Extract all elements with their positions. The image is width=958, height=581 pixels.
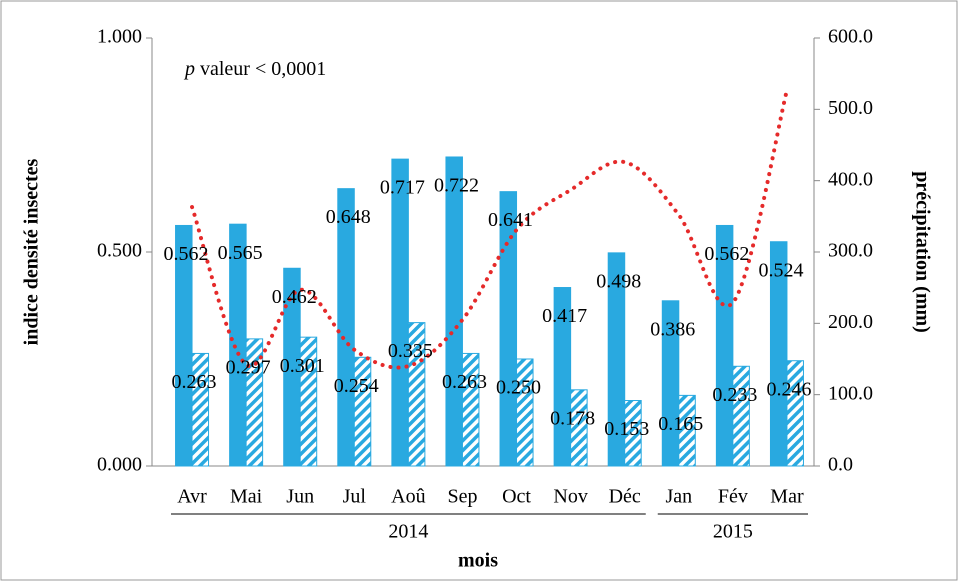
data-label: 0.335 <box>388 340 433 362</box>
x-tick-label: Mai <box>230 486 263 508</box>
bar <box>732 365 750 467</box>
data-label: 0.297 <box>226 356 271 378</box>
data-label: 0.386 <box>650 318 695 340</box>
x-tick-label: Mar <box>770 486 804 508</box>
y2-axis-title: précipitation (mm) <box>911 171 933 333</box>
data-label: 0.165 <box>658 413 703 435</box>
group-label: 2014 <box>388 521 428 543</box>
bar <box>337 188 355 467</box>
bar <box>175 224 193 467</box>
bar <box>607 252 626 467</box>
data-label: 0.301 <box>280 355 325 377</box>
y2-tick-label: 400.0 <box>828 168 873 190</box>
bar <box>445 156 463 467</box>
bar <box>661 300 680 467</box>
data-label: 0.233 <box>712 384 757 406</box>
bar <box>391 158 409 467</box>
data-label: 0.562 <box>704 243 749 265</box>
data-label: 0.178 <box>550 407 595 429</box>
x-tick-label: Sep <box>447 486 477 508</box>
data-label: 0.641 <box>488 209 533 231</box>
bar <box>715 224 734 467</box>
bar <box>624 400 642 467</box>
data-label: 0.246 <box>766 378 811 400</box>
data-label: 0.717 <box>380 177 425 199</box>
bar <box>499 191 518 467</box>
x-tick-label: Fév <box>718 486 748 508</box>
y-tick-label: 1.000 <box>97 26 142 48</box>
y-tick-label: 0.000 <box>97 454 142 476</box>
y-axis-title: indice densité insectes <box>21 158 43 345</box>
bar <box>353 356 372 467</box>
y2-tick-label: 200.0 <box>828 311 873 333</box>
bar <box>516 358 534 467</box>
x-tick-label: Jul <box>343 486 367 508</box>
annotation: p valeur < 0,0001 <box>183 58 326 80</box>
y2-tick-label: 500.0 <box>828 97 873 119</box>
y2-tick-label: 300.0 <box>828 240 873 262</box>
bar <box>786 360 804 467</box>
y2-tick-label: 100.0 <box>828 382 873 404</box>
x-tick-label: Jan <box>665 486 692 508</box>
bar <box>570 389 588 467</box>
x-axis-title: mois <box>458 550 498 572</box>
data-label: 0.524 <box>758 259 803 281</box>
bar <box>461 352 480 467</box>
y2-tick-label: 600.0 <box>828 26 873 48</box>
bar <box>191 352 210 467</box>
data-label: 0.565 <box>218 242 263 264</box>
data-label: 0.498 <box>596 270 641 292</box>
data-label: 0.250 <box>496 377 541 399</box>
data-label: 0.417 <box>542 305 587 327</box>
data-label: 0.254 <box>334 375 379 397</box>
bar <box>553 287 572 467</box>
line <box>190 88 789 370</box>
data-label: 0.153 <box>604 418 649 440</box>
data-label: 0.263 <box>442 371 487 393</box>
y-tick-label: 0.500 <box>97 240 142 262</box>
data-label: 0.462 <box>272 286 317 308</box>
data-label: 0.722 <box>434 175 479 197</box>
x-tick-label: Aoû <box>391 486 425 508</box>
x-tick-label: Oct <box>502 486 531 508</box>
x-tick-label: Déc <box>609 486 641 508</box>
data-label: 0.562 <box>164 243 209 265</box>
data-label: 0.648 <box>326 206 371 228</box>
x-tick-label: Jun <box>286 486 314 508</box>
group-label: 2015 <box>713 521 753 543</box>
x-tick-label: Avr <box>177 486 207 508</box>
bar <box>678 394 696 467</box>
bar <box>769 241 788 467</box>
x-tick-label: Nov <box>553 486 587 508</box>
bar <box>299 336 318 467</box>
y2-tick-label: 0.0 <box>828 454 853 476</box>
data-label: 0.263 <box>172 371 217 393</box>
bar <box>245 338 264 467</box>
